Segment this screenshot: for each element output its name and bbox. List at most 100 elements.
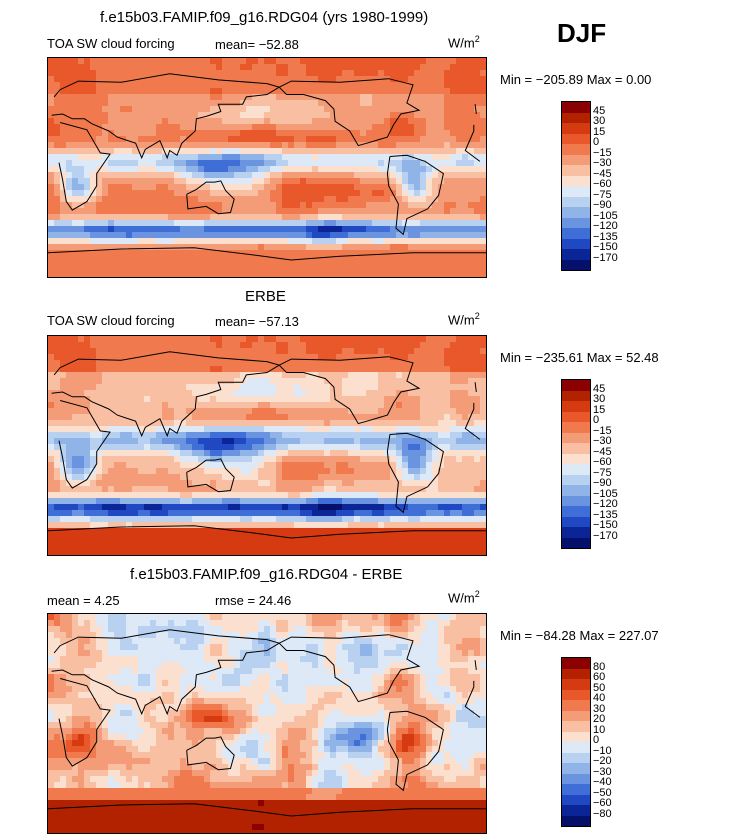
colorbar-tick-label: −30 [593, 157, 612, 169]
colorbar-segment [562, 506, 590, 517]
colorbar-tick-label: −90 [593, 199, 612, 211]
coastline [48, 247, 486, 261]
panel-1-map-field [48, 58, 486, 277]
panel-3-colorbar [561, 657, 591, 827]
colorbar-segment [562, 537, 590, 548]
colorbar-segment [562, 485, 590, 496]
colorbar-segment [562, 752, 590, 763]
colorbar-segment [562, 249, 590, 260]
colorbar-tick-label: 60 [593, 671, 606, 683]
colorbar-segment [562, 411, 590, 422]
colorbar-segment [562, 443, 590, 454]
coastline [474, 660, 477, 671]
coastline [48, 525, 486, 539]
colorbar-segment [562, 165, 590, 176]
coastline [464, 402, 481, 440]
colorbar-tick-label: 45 [593, 104, 606, 117]
colorbar-segment [562, 679, 590, 690]
colorbar-segment [562, 133, 590, 144]
colorbar-segment [562, 658, 590, 669]
colorbar-segment [562, 380, 590, 391]
colorbar-tick-label: 10 [593, 723, 606, 736]
coastline [48, 803, 486, 817]
colorbar-segment [562, 259, 590, 270]
colorbar-segment [562, 217, 590, 228]
colorbar-tick-label: −15 [593, 146, 612, 159]
colorbar-tick-label: −90 [593, 477, 612, 489]
colorbar-tick-label: −20 [593, 755, 612, 767]
coastline [51, 351, 281, 438]
panel-1-variable-label: TOA SW cloud forcing [47, 36, 175, 51]
colorbar-tick-label: 30 [593, 393, 606, 405]
panel-2-title: ERBE [245, 288, 286, 305]
colorbar-tick-label: −105 [593, 487, 618, 500]
colorbar-tick-label: −40 [593, 776, 612, 788]
colorbar-segment [562, 112, 590, 123]
coastline [58, 122, 111, 211]
colorbar-segment [562, 401, 590, 412]
coastline [386, 432, 444, 514]
panel-3-map-field [48, 614, 486, 833]
colorbar-segment [562, 422, 590, 433]
colorbar-tick-label: −135 [593, 230, 618, 243]
panel-1-units: W/m2 [448, 34, 480, 51]
colorbar-segment [562, 784, 590, 795]
panel-1-colorbar [561, 101, 591, 271]
colorbar-tick-label: −45 [593, 167, 612, 180]
colorbar-segment [562, 794, 590, 805]
colorbar-tick-label: 30 [593, 702, 606, 715]
colorbar-tick-label: −75 [593, 188, 612, 201]
coastline [278, 356, 421, 425]
colorbar-segment [562, 689, 590, 700]
panel-3-rmse-label: rmse = 24.46 [215, 593, 292, 608]
colorbar-tick-label: −170 [593, 251, 618, 264]
panel-3-units: W/m2 [448, 589, 480, 606]
colorbar-segment [562, 773, 590, 784]
coastline [186, 180, 235, 215]
colorbar-tick-label: −15 [593, 424, 612, 437]
coastline [474, 104, 477, 115]
panel-3-minmax: Min = −84.28 Max = 227.07 [500, 628, 659, 643]
panel-3-map [47, 613, 487, 834]
colorbar-segment [562, 805, 590, 816]
panel-2-map [47, 335, 487, 556]
colorbar-segment [562, 207, 590, 218]
colorbar-tick-label: 15 [593, 403, 606, 416]
coastline [278, 78, 421, 147]
coastline [386, 710, 444, 792]
colorbar-tick-label: −30 [593, 765, 612, 778]
panel-2-minmax: Min = −235.61 Max = 52.48 [500, 350, 659, 365]
coastline [58, 400, 111, 489]
colorbar-segment [562, 154, 590, 165]
colorbar-segment [562, 123, 590, 134]
colorbar-segment [562, 196, 590, 207]
coastline [51, 629, 281, 716]
coastline [464, 680, 481, 718]
colorbar-segment [562, 464, 590, 475]
coastline [51, 73, 281, 160]
coastline [58, 678, 111, 767]
colorbar-segment [562, 175, 590, 186]
colorbar-segment [562, 763, 590, 774]
colorbar-tick-label: −10 [593, 744, 612, 757]
colorbar-tick-label: 20 [593, 713, 606, 725]
colorbar-segment [562, 238, 590, 249]
colorbar-segment [562, 731, 590, 742]
colorbar-segment [562, 144, 590, 155]
colorbar-tick-label: −60 [593, 797, 612, 809]
coastline [464, 124, 481, 162]
colorbar-tick-label: 15 [593, 125, 606, 138]
colorbar-tick-label: 0 [593, 414, 600, 426]
colorbar-tick-label: 50 [593, 681, 606, 694]
colorbar-segment [562, 700, 590, 711]
colorbar-tick-label: 40 [593, 692, 606, 704]
coastline [278, 634, 421, 703]
colorbar-tick-label: −80 [593, 807, 612, 820]
coastline [186, 458, 235, 493]
colorbar-tick-label: −120 [593, 498, 618, 510]
colorbar-tick-label: −150 [593, 519, 618, 531]
colorbar-segment [562, 432, 590, 443]
colorbar-segment [562, 815, 590, 826]
colorbar-tick-label: −45 [593, 445, 612, 458]
colorbar-segment [562, 668, 590, 679]
